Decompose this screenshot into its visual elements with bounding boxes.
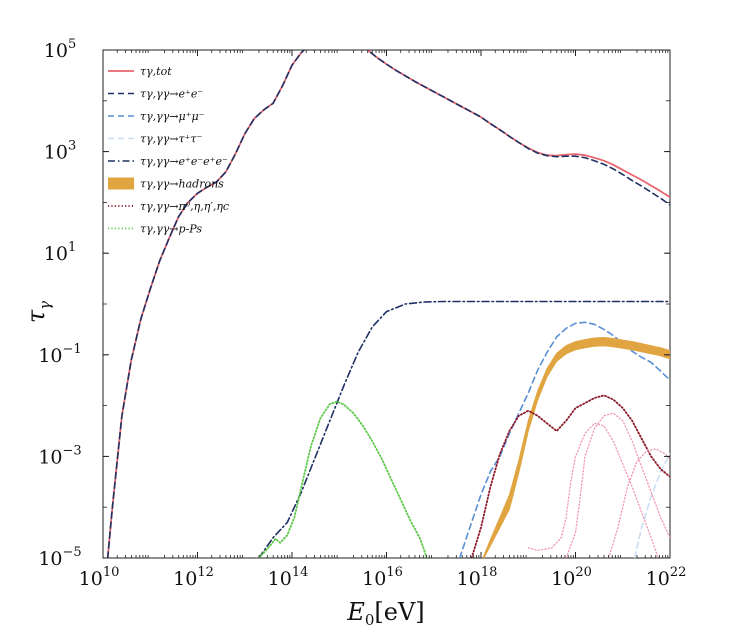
x-tick-label: 1014 xyxy=(268,565,309,590)
legend-label: τγ,γγ→π⁰,η,η′,ηc xyxy=(140,200,229,213)
y-tick-label: 10−3 xyxy=(38,443,81,468)
series-10-line xyxy=(258,400,428,558)
legend: τγ,tot τγ,γγ→e⁺e⁻ τγ,γγ→μ⁺μ⁻ τγ,γγ→τ⁺τ⁻ τγ,γ… xyxy=(108,65,229,236)
legend-label: τγ,tot xyxy=(140,65,172,78)
y-tick-label: 10−1 xyxy=(38,342,81,367)
tick-layer: 1010 1012 1014 1016 1018 1020 1022 10−5 10−3 10−1… xyxy=(38,37,686,590)
series-7-line xyxy=(527,422,659,558)
series-6-line xyxy=(470,394,670,558)
y-tick-label: 103 xyxy=(44,139,76,164)
legend-swatch xyxy=(108,177,134,190)
series-5-band xyxy=(482,336,670,558)
legend-label: τγ,γγ→p-Ps xyxy=(140,223,202,236)
legend-label: τγ,γγ→μ⁺μ⁻ xyxy=(140,110,205,123)
x-axis-title: E0[eV] xyxy=(346,598,424,629)
series-8-line xyxy=(565,412,670,558)
legend-label: τγ,γγ→τ⁺τ⁻ xyxy=(140,133,202,146)
legend-label: τγ,γγ→hadrons xyxy=(140,178,224,191)
x-tick-label: 1012 xyxy=(173,565,214,590)
x-tick-label: 1010 xyxy=(79,565,120,590)
legend-label: τγ,γγ→e⁺e⁻ xyxy=(140,88,203,101)
series-4-line xyxy=(258,300,670,558)
series-1-line xyxy=(106,50,670,558)
x-tick-label: 1016 xyxy=(362,565,403,590)
y-tick-label: 10−5 xyxy=(38,545,81,570)
series-2-line xyxy=(458,321,670,558)
series-layer xyxy=(106,50,670,558)
series-3-line xyxy=(633,453,670,558)
x-tick-label: 1020 xyxy=(551,565,592,590)
legend-label: τγ,γγ→e⁺e⁻e⁺e⁻ xyxy=(140,155,228,168)
series-9-line xyxy=(607,448,670,558)
plot-frame xyxy=(102,49,671,559)
y-tick-label: 105 xyxy=(44,37,76,62)
y-tick-label: 101 xyxy=(44,240,76,265)
x-tick-label: 1022 xyxy=(646,565,687,590)
x-tick-label: 1018 xyxy=(457,565,498,590)
y-axis-title: τγ xyxy=(22,301,54,323)
